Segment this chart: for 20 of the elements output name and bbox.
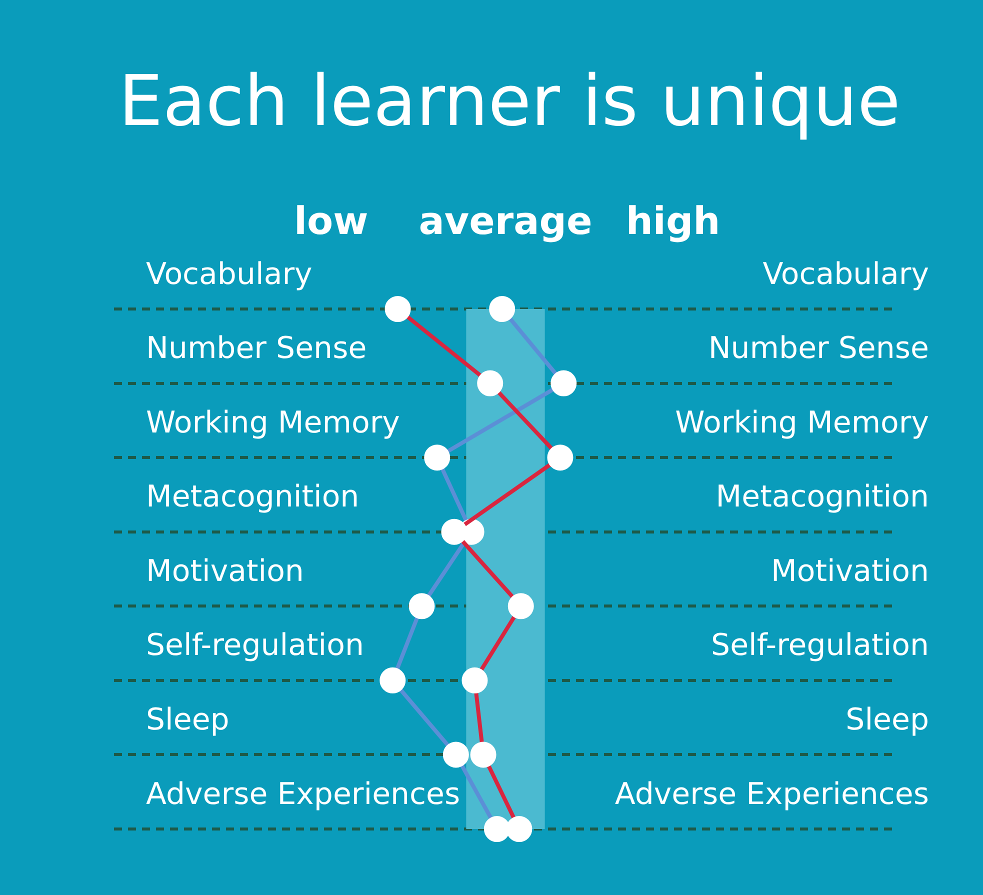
- category-label: Adverse Experiences: [614, 776, 929, 812]
- category-label: Vocabulary: [762, 256, 929, 292]
- y-tick-label: Motivation: [146, 554, 304, 589]
- category-label: Sleep: [846, 702, 929, 738]
- category-label: Working Memory: [675, 405, 929, 440]
- y-tick-label: Number Sense: [146, 331, 367, 366]
- y-tick-label: Working Memory: [146, 405, 400, 440]
- y-tick-label: Sleep: [146, 702, 230, 738]
- text: high: [626, 198, 720, 243]
- category-label: Metacognition: [716, 480, 929, 515]
- y-tick-label: Adverse Experiences: [146, 776, 460, 812]
- category-label: Motivation: [771, 554, 929, 589]
- category-label: Self-regulation: [711, 628, 929, 664]
- y-tick-label: Vocabulary: [146, 256, 312, 292]
- category-label: Number Sense: [708, 331, 929, 366]
- text: low: [294, 198, 368, 243]
- y-tick-label: Self-regulation: [146, 628, 364, 664]
- band-label: average: [418, 198, 592, 243]
- chart-title: Each learner is unique: [118, 60, 900, 142]
- y-tick-label: Metacognition: [146, 480, 360, 515]
